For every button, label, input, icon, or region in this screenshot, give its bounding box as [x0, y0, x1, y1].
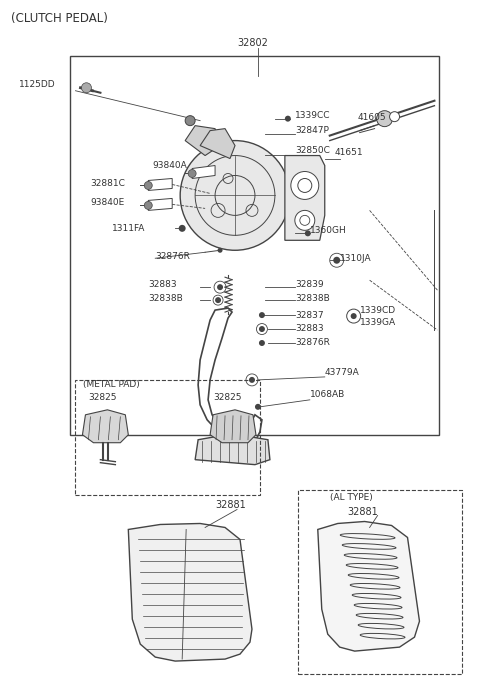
- Text: 32850C: 32850C: [295, 146, 330, 155]
- Text: 32847P: 32847P: [295, 126, 329, 135]
- Circle shape: [259, 326, 265, 332]
- Circle shape: [291, 172, 319, 199]
- Circle shape: [185, 116, 195, 125]
- Circle shape: [255, 404, 261, 410]
- Text: 32825: 32825: [213, 393, 241, 402]
- Text: 43779A: 43779A: [325, 369, 360, 378]
- Text: 32839: 32839: [295, 280, 324, 289]
- Text: 41605: 41605: [358, 113, 386, 122]
- Polygon shape: [148, 178, 172, 190]
- Circle shape: [285, 116, 291, 122]
- Text: 41651: 41651: [335, 148, 363, 157]
- Circle shape: [305, 230, 311, 236]
- Text: 1068AB: 1068AB: [310, 391, 345, 400]
- Circle shape: [215, 297, 221, 303]
- Polygon shape: [83, 410, 128, 443]
- Text: 32837: 32837: [295, 311, 324, 320]
- Text: (METAL PAD): (METAL PAD): [84, 380, 140, 389]
- Text: 1311FA: 1311FA: [112, 224, 146, 233]
- Circle shape: [390, 112, 399, 122]
- Circle shape: [333, 257, 340, 264]
- Circle shape: [377, 111, 393, 127]
- Text: 1339GA: 1339GA: [360, 318, 396, 327]
- Text: 1339CD: 1339CD: [360, 306, 396, 315]
- Polygon shape: [192, 165, 215, 178]
- Circle shape: [179, 225, 186, 232]
- Text: 32802: 32802: [237, 38, 268, 48]
- Text: (AL TYPE): (AL TYPE): [330, 493, 372, 502]
- Circle shape: [82, 83, 91, 93]
- Bar: [298, 490, 462, 674]
- Text: 93840E: 93840E: [90, 198, 125, 207]
- Polygon shape: [285, 156, 325, 240]
- Circle shape: [259, 312, 265, 318]
- Text: 32883: 32883: [295, 324, 324, 333]
- Polygon shape: [128, 524, 252, 661]
- Polygon shape: [148, 198, 172, 210]
- Circle shape: [144, 201, 152, 209]
- Polygon shape: [210, 410, 256, 443]
- Bar: [75, 380, 260, 495]
- Polygon shape: [200, 129, 235, 158]
- Circle shape: [180, 141, 290, 250]
- Polygon shape: [318, 522, 420, 651]
- Text: 32883: 32883: [148, 280, 177, 289]
- Circle shape: [217, 248, 223, 253]
- Circle shape: [259, 340, 265, 346]
- Text: 1310JA: 1310JA: [340, 254, 372, 263]
- Circle shape: [351, 313, 357, 319]
- Bar: [71, 56, 439, 435]
- Text: 32876R: 32876R: [155, 251, 190, 260]
- Text: 1360GH: 1360GH: [310, 226, 347, 235]
- Text: 32881: 32881: [215, 500, 246, 510]
- Circle shape: [144, 181, 152, 189]
- Circle shape: [188, 169, 196, 178]
- Circle shape: [217, 284, 223, 290]
- Text: 32881: 32881: [348, 506, 378, 517]
- Text: 1125DD: 1125DD: [19, 80, 55, 90]
- Text: 93840A: 93840A: [152, 161, 187, 170]
- Text: 1339CC: 1339CC: [295, 111, 330, 120]
- Text: 32881C: 32881C: [90, 179, 125, 188]
- Text: 32825: 32825: [88, 393, 117, 402]
- Text: 32838B: 32838B: [148, 294, 183, 302]
- Polygon shape: [195, 437, 270, 464]
- Polygon shape: [185, 125, 220, 156]
- Text: 32876R: 32876R: [295, 338, 330, 347]
- Text: 32838B: 32838B: [295, 294, 330, 302]
- Text: (CLUTCH PEDAL): (CLUTCH PEDAL): [11, 12, 108, 25]
- Circle shape: [295, 210, 315, 230]
- Circle shape: [249, 377, 255, 383]
